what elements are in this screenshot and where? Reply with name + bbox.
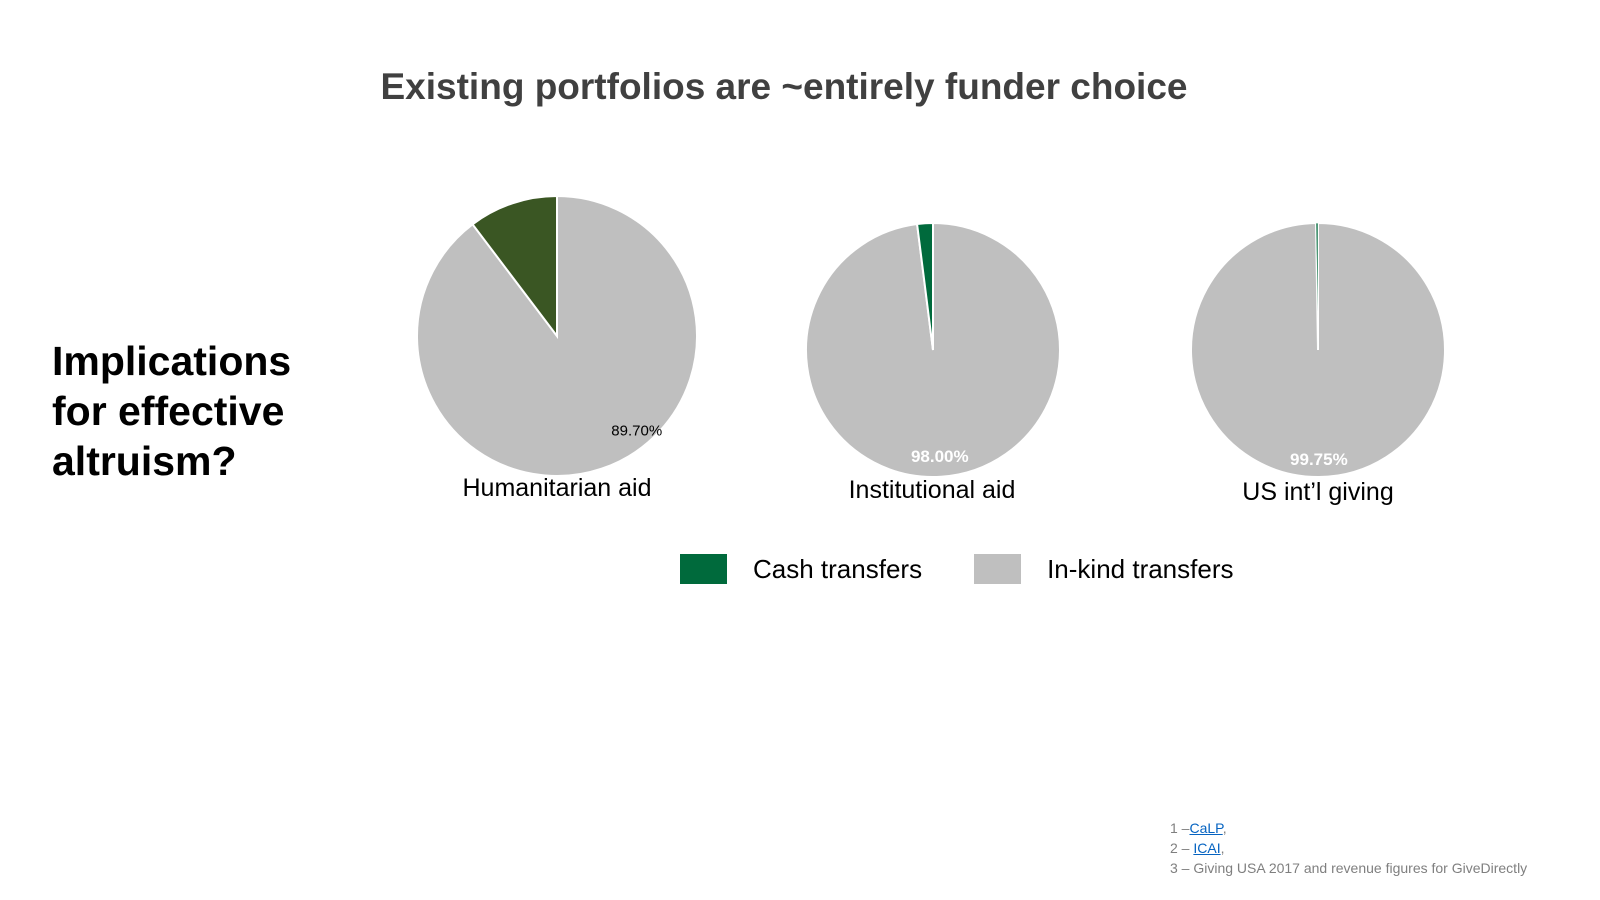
slide-title: Existing portfolios are ~entirely funder… (380, 66, 1188, 107)
footnotes: 1 –CaLP, 2 – ICAI, 3 – Giving USA 2017 a… (1170, 818, 1590, 878)
pie-data-label-humanitarian-aid: 89.70% (611, 423, 662, 440)
legend-item-cash: Cash transfers (680, 554, 922, 585)
pie-data-label-institutional-aid: 98.00% (911, 447, 969, 466)
footnote-link-icai[interactable]: ICAI (1193, 840, 1221, 856)
legend-label-cash: Cash transfers (753, 553, 923, 584)
legend-label-in-kind: In-kind transfers (1047, 553, 1234, 584)
pie-slice-us-intl-giving-cash-transfers (1315, 222, 1319, 351)
pie-slice-humanitarian-aid-cash-transfers (471, 194, 558, 339)
pie-slice-institutional-aid-cash-transfers (915, 221, 934, 351)
pie-title-us-intl-giving: US int’l giving (1242, 478, 1394, 506)
pie-title-institutional-aid: Institutional aid (848, 476, 1016, 504)
legend-swatch-cash (680, 554, 727, 584)
footnote-1-prefix: 1 – (1170, 820, 1190, 836)
footnote-2-prefix: 2 – (1170, 840, 1194, 856)
footnote-2-suffix: , (1220, 840, 1225, 856)
legend-swatch-in-kind (974, 554, 1022, 584)
pie-title-humanitarian-aid: Humanitarian aid (462, 474, 652, 502)
pie-data-label-us-intl-giving: 99.75% (1290, 450, 1348, 469)
footnote-1: 1 –CaLP, (1170, 818, 1590, 838)
footnote-link-calp[interactable]: CaLP (1189, 820, 1223, 836)
footnote-2: 2 – ICAI, (1170, 838, 1590, 858)
chart-legend: Cash transfers In-kind transfers (680, 554, 1285, 584)
side-question: Implications for effective altruism? (52, 338, 292, 484)
footnote-3: 3 – Giving USA 2017 and revenue figures … (1170, 858, 1590, 878)
legend-item-in-kind: In-kind transfers (974, 554, 1233, 585)
footnote-3-text: 3 – Giving USA 2017 and revenue figures … (1170, 860, 1528, 876)
footnote-1-suffix: , (1222, 820, 1227, 836)
